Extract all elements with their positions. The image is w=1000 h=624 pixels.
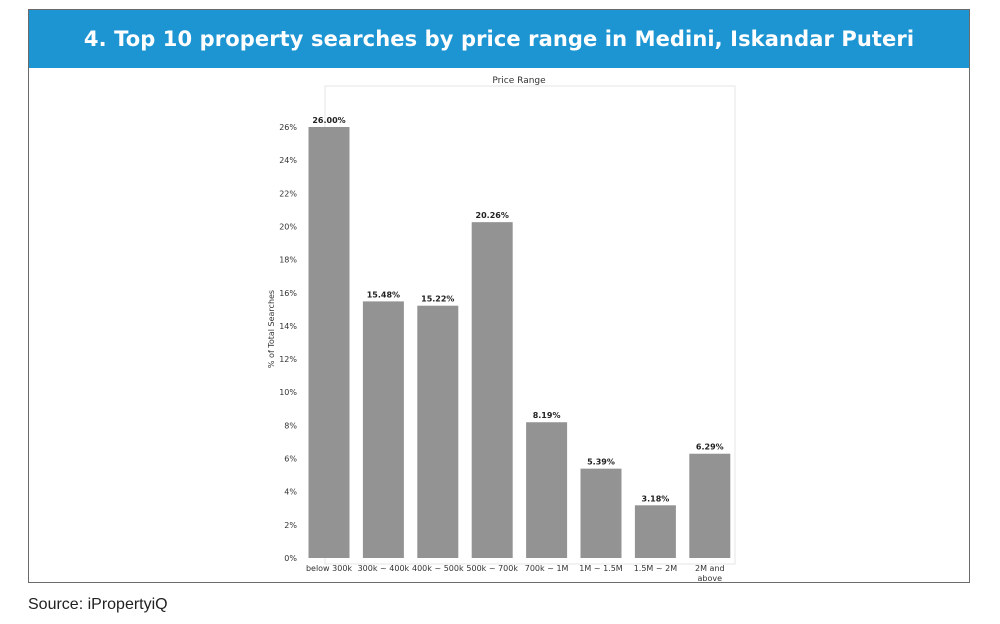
bar: [580, 468, 622, 558]
y-tick-label: 6%: [284, 455, 297, 464]
x-tick-label: 400k ~ 500k: [412, 564, 464, 573]
bar: [634, 505, 676, 558]
y-tick-label: 12%: [279, 355, 297, 364]
y-tick-label: 20%: [279, 222, 297, 231]
bar: [526, 422, 568, 558]
data-label: 26.00%: [312, 116, 345, 125]
x-tick-label: 1.5M ~ 2M: [634, 564, 678, 573]
y-tick-label: 18%: [279, 256, 297, 265]
bar: [471, 222, 513, 558]
data-label: 5.39%: [587, 458, 615, 467]
y-tick-label: 26%: [279, 123, 297, 132]
data-label: 6.29%: [696, 443, 724, 452]
data-label: 3.18%: [642, 494, 670, 503]
source-note: Source: iPropertyiQ: [28, 596, 168, 613]
y-tick-label: 4%: [284, 488, 297, 497]
bar: [689, 453, 731, 558]
x-tick-label: 1M ~ 1.5M: [579, 564, 623, 573]
y-tick-label: 16%: [279, 289, 297, 298]
bar: [308, 127, 350, 558]
y-axis-ticks: 0% 2% 4% 6% 8% 10% 12% 14% 16% 18% 20% 22% 24% 26%: [279, 123, 297, 563]
y-tick-label: 2%: [284, 521, 297, 530]
x-axis-ticks: below 300k 300k ~ 400k 400k ~ 500k 500k ~ 7…: [306, 564, 725, 583]
y-tick-label: 14%: [279, 322, 297, 331]
x-tick-label: 500k ~ 700k: [466, 564, 518, 573]
title-banner: 4. Top 10 property searches by price ran…: [29, 10, 969, 68]
bar: [362, 301, 404, 558]
bar: [417, 305, 459, 558]
data-label: 20.26%: [476, 211, 509, 220]
figure-frame: 4. Top 10 property searches by price ran…: [28, 9, 970, 583]
x-tick-label: 700k ~ 1M: [525, 564, 569, 573]
y-tick-label: 24%: [279, 156, 297, 165]
chart-area: Price Range % of Total Searches 0% 2% 4% 6%…: [29, 68, 969, 583]
bars-group: [308, 127, 731, 558]
y-tick-label: 10%: [279, 388, 297, 397]
page-title: 4. Top 10 property searches by price ran…: [83, 27, 915, 51]
x-tick-label: below 300k: [306, 564, 352, 573]
data-label: 15.22%: [421, 295, 454, 304]
y-tick-label: 22%: [279, 189, 297, 198]
chart-title: Price Range: [492, 76, 546, 86]
data-labels-group: 26.00% 15.48% 15.22% 20.26% 8.19% 5.39% 3.18% 6…: [312, 116, 723, 503]
data-label: 8.19%: [533, 411, 561, 420]
y-tick-label: 8%: [284, 421, 297, 430]
y-axis-label: % of Total Searches: [267, 290, 276, 368]
y-tick-label: 0%: [284, 554, 297, 563]
x-tick-label: 2M and above: [695, 564, 725, 582]
bar-chart: Price Range % of Total Searches 0% 2% 4% 6%…: [267, 76, 736, 583]
x-tick-label: 300k ~ 400k: [358, 564, 410, 573]
data-label: 15.48%: [367, 290, 400, 299]
